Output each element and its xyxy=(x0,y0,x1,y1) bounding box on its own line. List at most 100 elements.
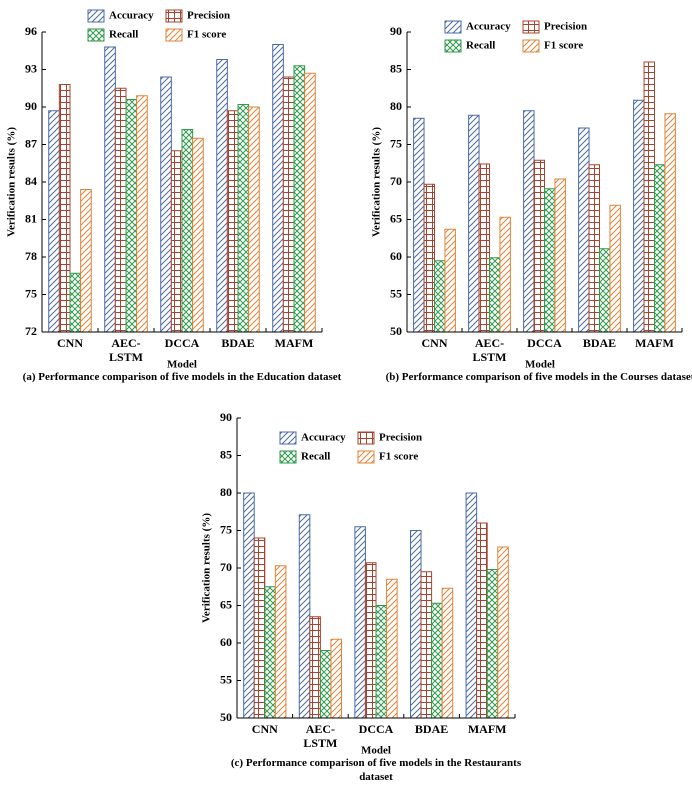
bar xyxy=(253,537,266,719)
x-tick-label: BDAE xyxy=(414,722,449,736)
bar xyxy=(216,59,228,333)
bar xyxy=(413,117,425,333)
bar xyxy=(533,159,545,333)
bar xyxy=(444,228,456,333)
legend-swatch xyxy=(165,9,183,23)
bar xyxy=(554,178,566,333)
bar xyxy=(264,586,276,719)
bar xyxy=(478,163,490,333)
y-tick-label: 80 xyxy=(390,99,402,113)
y-tick-label: 90 xyxy=(220,410,232,424)
x-tick-label: AEC-LSTM xyxy=(303,722,338,750)
caption: (a) Performance comparison of five model… xyxy=(22,371,342,383)
y-tick-label: 87 xyxy=(25,136,37,150)
y-tick-label: 85 xyxy=(220,447,232,461)
legend-label: Accuracy xyxy=(466,21,511,33)
x-tick-label: CNN xyxy=(421,336,448,350)
x-axis-label: Model xyxy=(361,745,391,757)
bar xyxy=(226,110,239,333)
x-tick-label: MAFM xyxy=(274,336,314,350)
bar xyxy=(486,569,499,719)
legend-swatch xyxy=(165,28,183,42)
legend-swatch xyxy=(444,39,462,53)
bar xyxy=(114,87,127,333)
bar xyxy=(468,114,480,333)
bar xyxy=(523,110,535,333)
legend-swatch xyxy=(87,9,105,23)
x-tick-label: BDAE xyxy=(582,336,617,350)
bar xyxy=(304,72,316,333)
y-axis-label: Verification results (%) xyxy=(371,127,383,237)
bar xyxy=(465,492,478,719)
legend-swatch xyxy=(279,431,297,445)
bar xyxy=(609,204,621,333)
legend-label: F1 score xyxy=(379,451,418,463)
x-tick-label: MAFM xyxy=(467,722,507,736)
x-axis-label: Model xyxy=(167,359,197,371)
bar xyxy=(298,514,311,719)
bar xyxy=(441,587,454,719)
legend-label: Precision xyxy=(187,10,230,22)
y-tick-label: 60 xyxy=(220,635,232,649)
bar xyxy=(588,164,600,333)
x-tick-label: DCCA xyxy=(164,336,200,350)
y-tick-label: 50 xyxy=(220,710,232,724)
bar xyxy=(599,248,611,333)
caption: (b) Performance comparison of five model… xyxy=(385,371,692,383)
bar xyxy=(386,578,398,719)
y-tick-label: 65 xyxy=(390,211,402,225)
bar xyxy=(375,605,388,719)
y-tick-label: 72 xyxy=(25,324,37,338)
bar xyxy=(330,638,343,719)
bar xyxy=(160,76,172,333)
legend-swatch xyxy=(522,20,540,34)
y-axis-label: Verification results (%) xyxy=(6,127,18,237)
bar xyxy=(409,530,422,719)
legend-swatch xyxy=(522,39,540,53)
y-tick-label: 90 xyxy=(390,24,402,38)
bar xyxy=(293,65,306,333)
caption: (c) Performance comparison of five model… xyxy=(230,757,522,783)
bar xyxy=(136,95,148,333)
legend-label: F1 score xyxy=(187,29,226,41)
bar xyxy=(643,61,655,333)
bar xyxy=(80,189,92,333)
y-tick-label: 93 xyxy=(25,61,37,75)
y-tick-label: 75 xyxy=(220,522,232,536)
bar xyxy=(431,602,443,719)
bar xyxy=(248,106,260,333)
bar xyxy=(243,492,255,719)
bar xyxy=(423,183,435,333)
legend-label: F1 score xyxy=(544,40,583,52)
y-tick-label: 90 xyxy=(25,99,37,113)
legend-swatch xyxy=(87,28,105,42)
bar xyxy=(664,113,676,333)
x-tick-label: AEC-LSTM xyxy=(472,336,507,364)
bar xyxy=(274,565,287,719)
y-tick-label: 80 xyxy=(220,485,232,499)
bar xyxy=(237,104,250,333)
bar xyxy=(170,150,183,333)
legend-swatch xyxy=(357,450,375,464)
bar xyxy=(192,137,204,333)
bar xyxy=(434,260,446,333)
bar xyxy=(48,110,60,333)
bar xyxy=(319,650,332,719)
bar xyxy=(476,522,488,719)
y-tick-label: 70 xyxy=(390,174,402,188)
y-tick-label: 55 xyxy=(220,672,232,686)
x-tick-label: MAFM xyxy=(635,336,674,350)
bar xyxy=(489,257,501,333)
bar xyxy=(272,44,284,333)
legend-swatch xyxy=(444,20,462,34)
x-tick-label: CNN xyxy=(251,722,278,736)
bar xyxy=(497,546,509,719)
legend-label: Recall xyxy=(466,40,495,52)
bar xyxy=(282,76,295,333)
y-tick-label: 60 xyxy=(390,249,402,263)
bar xyxy=(104,46,116,333)
x-tick-label: DCCA xyxy=(358,722,394,736)
bar xyxy=(654,164,666,333)
y-tick-label: 75 xyxy=(390,136,402,150)
legend-label: Precision xyxy=(544,21,587,33)
